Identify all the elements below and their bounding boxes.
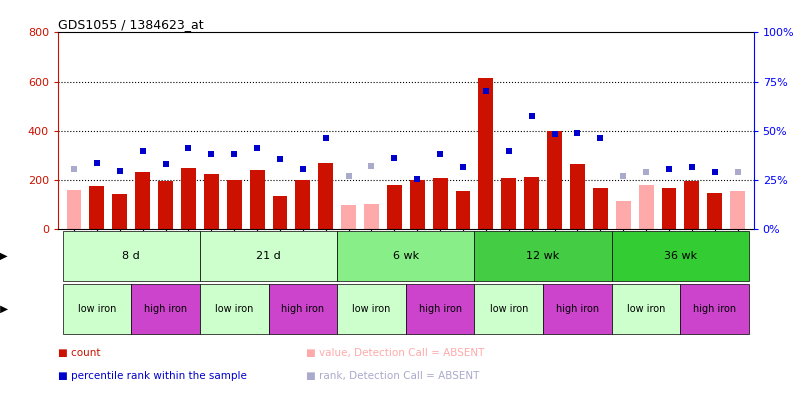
Bar [131, 284, 200, 334]
Bar [612, 284, 680, 334]
Bar [272, 196, 288, 229]
Text: dose ▶: dose ▶ [0, 304, 8, 314]
Bar [547, 130, 562, 229]
Text: 12 wk: 12 wk [526, 251, 559, 261]
Text: high iron: high iron [281, 304, 325, 314]
Bar [67, 190, 81, 229]
Text: low iron: low iron [215, 304, 253, 314]
Bar [89, 186, 104, 229]
Bar [405, 284, 475, 334]
Bar [135, 173, 150, 229]
Text: ■ value, Detection Call = ABSENT: ■ value, Detection Call = ABSENT [306, 348, 484, 358]
Bar [158, 181, 173, 229]
Bar [479, 78, 493, 229]
Bar [570, 164, 585, 229]
Bar [204, 174, 218, 229]
Bar [341, 205, 356, 229]
Bar [684, 181, 700, 229]
Text: GDS1055 / 1384623_at: GDS1055 / 1384623_at [58, 18, 204, 31]
Bar [364, 204, 379, 229]
Bar [112, 194, 127, 229]
Bar [63, 284, 131, 334]
Bar [501, 179, 516, 229]
Bar [680, 284, 749, 334]
Bar [612, 231, 749, 281]
Bar [268, 284, 337, 334]
Bar [337, 231, 475, 281]
Bar [63, 231, 200, 281]
Text: high iron: high iron [418, 304, 462, 314]
Bar [200, 231, 337, 281]
Text: ■ count: ■ count [58, 348, 101, 358]
Bar [250, 171, 264, 229]
Bar [730, 191, 745, 229]
Bar [409, 180, 425, 229]
Text: ■ rank, Detection Call = ABSENT: ■ rank, Detection Call = ABSENT [306, 371, 480, 381]
Text: 36 wk: 36 wk [664, 251, 697, 261]
Bar [296, 180, 310, 229]
Bar [318, 162, 333, 229]
Bar [337, 284, 405, 334]
Bar [662, 188, 676, 229]
Text: low iron: low iron [77, 304, 116, 314]
Bar [433, 178, 447, 229]
Bar [475, 284, 543, 334]
Bar [593, 188, 608, 229]
Bar [543, 284, 612, 334]
Bar [200, 284, 268, 334]
Text: age ▶: age ▶ [0, 251, 8, 261]
Text: low iron: low iron [627, 304, 665, 314]
Text: ■ percentile rank within the sample: ■ percentile rank within the sample [58, 371, 247, 381]
Bar [616, 200, 630, 229]
Text: low iron: low iron [352, 304, 391, 314]
Bar [181, 168, 196, 229]
Bar [708, 193, 722, 229]
Text: 8 d: 8 d [123, 251, 140, 261]
Bar [226, 180, 242, 229]
Bar [638, 185, 654, 229]
Text: high iron: high iron [693, 304, 736, 314]
Text: high iron: high iron [144, 304, 187, 314]
Text: low iron: low iron [489, 304, 528, 314]
Bar [524, 177, 539, 229]
Bar [387, 185, 402, 229]
Bar [475, 231, 612, 281]
Text: 6 wk: 6 wk [393, 251, 419, 261]
Text: 21 d: 21 d [256, 251, 281, 261]
Bar [455, 191, 471, 229]
Text: high iron: high iron [556, 304, 599, 314]
